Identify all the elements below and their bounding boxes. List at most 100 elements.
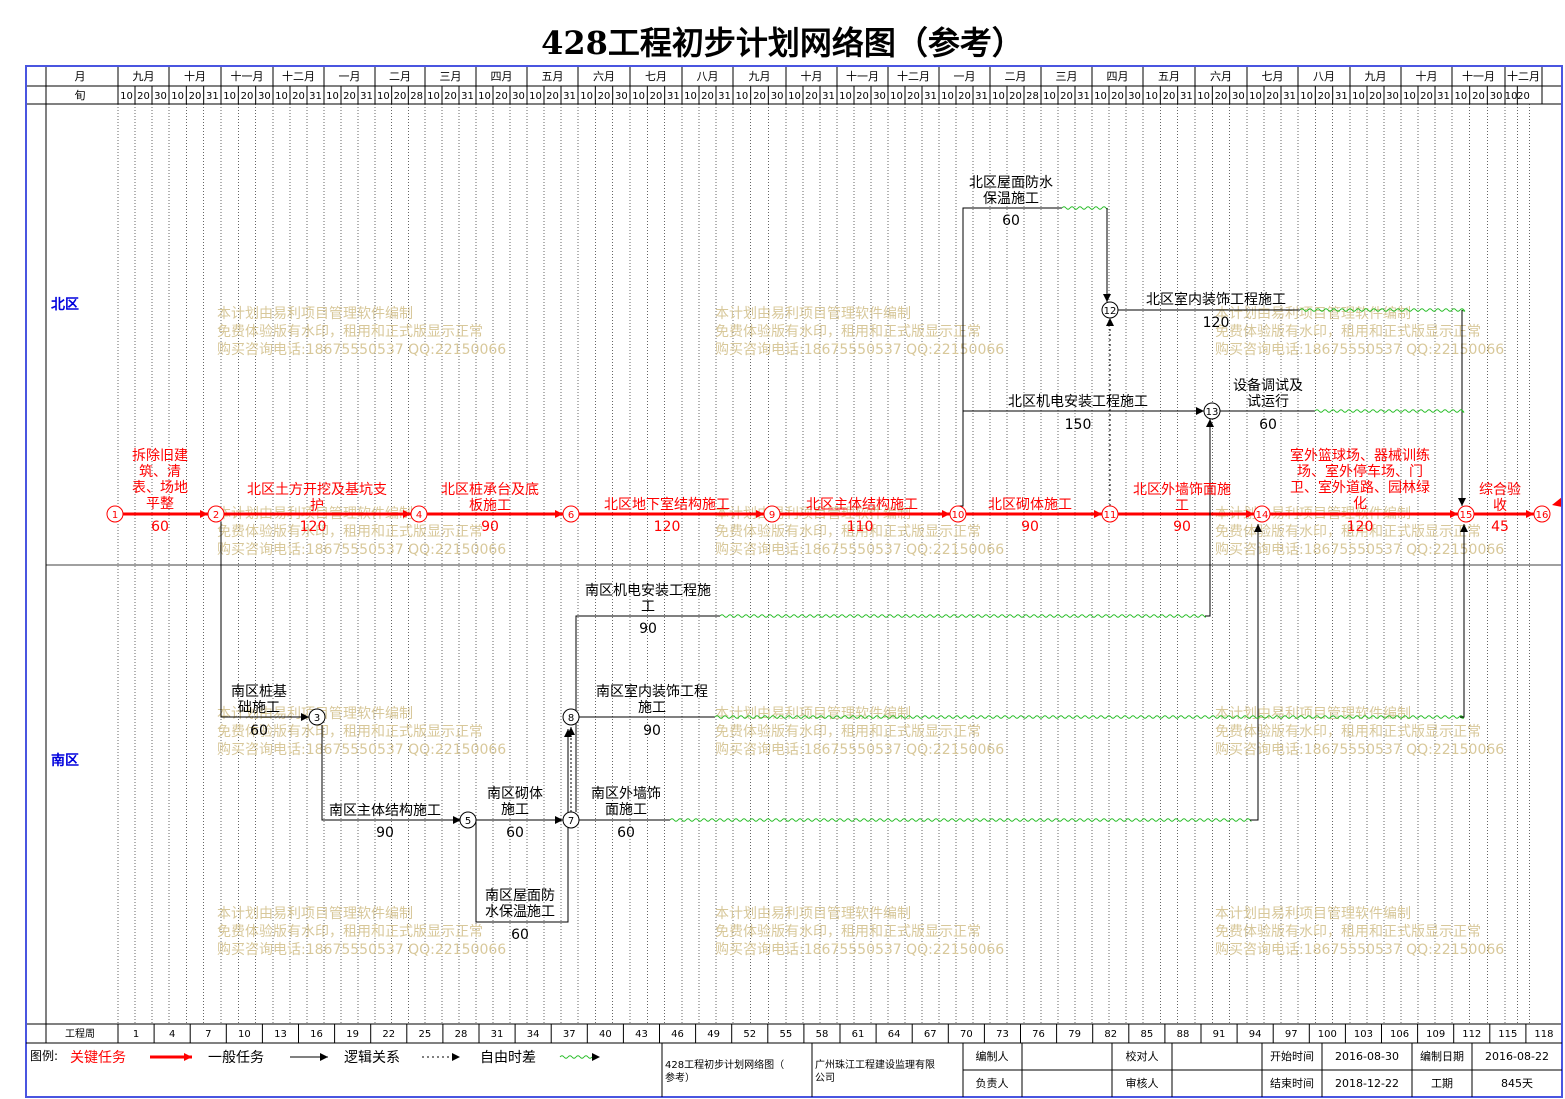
task-name: 综合验 [1479,482,1521,498]
node-8-circle [562,708,580,726]
node-11-label: 11 [1104,510,1117,521]
task-duration: 90 [639,621,657,637]
week-number: 28 [455,1029,468,1040]
watermark-text: 购买咨询电话:18675550537 QQ:22150066 [217,942,506,958]
week-number: 73 [996,1029,1009,1040]
watermark-text: 购买咨询电话:18675550537 QQ:22150066 [715,342,1004,358]
watermark-text: 购买咨询电话:18675550537 QQ:22150066 [715,942,1004,958]
watermark-text: 购买咨询电话:18675550537 QQ:22150066 [217,742,506,758]
task-name: 北区主体结构施工 [806,497,918,513]
float-line [1299,308,1466,312]
task-duration: 110 [847,519,874,535]
ten-day-label: 10 [377,91,390,102]
month-label: 九月 [1365,70,1387,83]
month-label: 十一月 [231,69,264,83]
week-number: 97 [1285,1029,1298,1040]
task-name: 南区主体结构施工 [329,803,441,819]
node-5-label: 5 [465,816,471,827]
float-line [714,715,1465,719]
ten-day-label: 10 [1094,91,1107,102]
task-name: 护 [310,498,324,514]
ten-day-label: 10 [1197,91,1210,102]
month-label: 六月 [593,70,615,83]
ten-day-label: 31 [309,91,322,102]
week-number: 13 [274,1029,287,1040]
week-number: 61 [852,1029,865,1040]
month-label: 十二月 [1507,69,1540,83]
month-label: 六月 [1210,70,1232,83]
watermark-text: 本计划由易利项目管理软件编制 [217,306,413,322]
week-number: 70 [960,1029,973,1040]
task-name: 北区桩承台及底 [441,481,539,498]
week-number: 55 [779,1029,792,1040]
ten-row-label: 旬 [75,89,86,102]
legend-float-line [559,1055,593,1059]
ten-day-label: 20 [1009,91,1022,102]
task-duration: 120 [300,519,327,535]
month-label: 十月 [184,69,206,83]
watermark-text: 本计划由易利项目管理软件编制 [715,906,911,922]
task-name: 北区室内装饰工程施工 [1146,291,1286,308]
ten-day-label: 31 [924,91,937,102]
week-number: 58 [816,1029,829,1040]
footer-reviewer-label: 审核人 [1126,1076,1159,1090]
node-9-label: 9 [769,510,775,521]
ten-day-label: 10 [478,91,491,102]
week-number: 7 [205,1029,211,1040]
ten-day-label: 10 [120,91,133,102]
week-number: 91 [1213,1029,1226,1040]
task-duration: 120 [1203,315,1230,331]
week-number: 100 [1318,1029,1337,1040]
month-label: 十月 [1416,69,1438,83]
ten-day-label: 20 [1517,91,1530,102]
week-number: 88 [1177,1029,1190,1040]
ten-day-label: 20 [805,91,818,102]
ten-day-label: 30 [873,91,886,102]
week-number: 22 [382,1029,395,1040]
month-label: 一月 [339,70,361,83]
node-9-circle [763,505,781,523]
watermark-text: 购买咨询电话:18675550537 QQ:22150066 [1215,742,1504,758]
watermark-text: 购买咨询电话:18675550537 QQ:22150066 [715,742,1004,758]
week-number: 34 [527,1029,540,1040]
week-number: 115 [1498,1029,1517,1040]
month-label: 四月 [1107,70,1129,83]
week-row-label: 工程周 [65,1028,95,1040]
node-15-label: 15 [1460,510,1473,521]
task-duration: 90 [481,519,499,535]
task-name: 施工 [638,700,666,716]
ten-day-label: 28 [1026,91,1039,102]
ten-day-label: 30 [771,91,784,102]
task-duration: 60 [151,519,169,535]
task-arrow [220,522,309,721]
task-arrow [575,615,720,812]
week-number: 67 [924,1029,937,1040]
watermark-text: 免费体验版有水印，租用和正式版显示正常 [715,924,981,940]
ten-day-label: 10 [1454,91,1467,102]
ten-day-label: 31 [1180,91,1193,102]
node-16-circle [1533,505,1551,523]
node-13-label: 13 [1206,407,1219,418]
node-2-label: 2 [213,510,219,521]
task-name: 试运行 [1247,394,1289,410]
week-number: 49 [707,1029,720,1040]
footer-start: 2016-08-30 [1335,1050,1399,1063]
footer-manager-label: 负责人 [976,1076,1009,1090]
ten-day-label: 10 [992,91,1005,102]
task-duration: 120 [654,519,681,535]
ten-day-label: 10 [1249,91,1262,102]
task-name: 施工 [501,802,529,818]
week-number: 94 [1249,1029,1262,1040]
task-name: 平整 [146,496,174,512]
ten-day-label: 10 [1043,91,1056,102]
watermark-text: 免费体验版有水印，租用和正式版显示正常 [715,324,981,340]
ten-day-label: 20 [1318,91,1331,102]
month-label: 五月 [542,70,564,83]
task-duration: 45 [1491,519,1509,535]
node-14-circle [1253,505,1271,523]
footer-company-line2: 公司 [815,1073,835,1084]
week-number: 19 [346,1029,359,1040]
ten-day-label: 20 [137,91,150,102]
logic-arrow [1205,419,1214,617]
